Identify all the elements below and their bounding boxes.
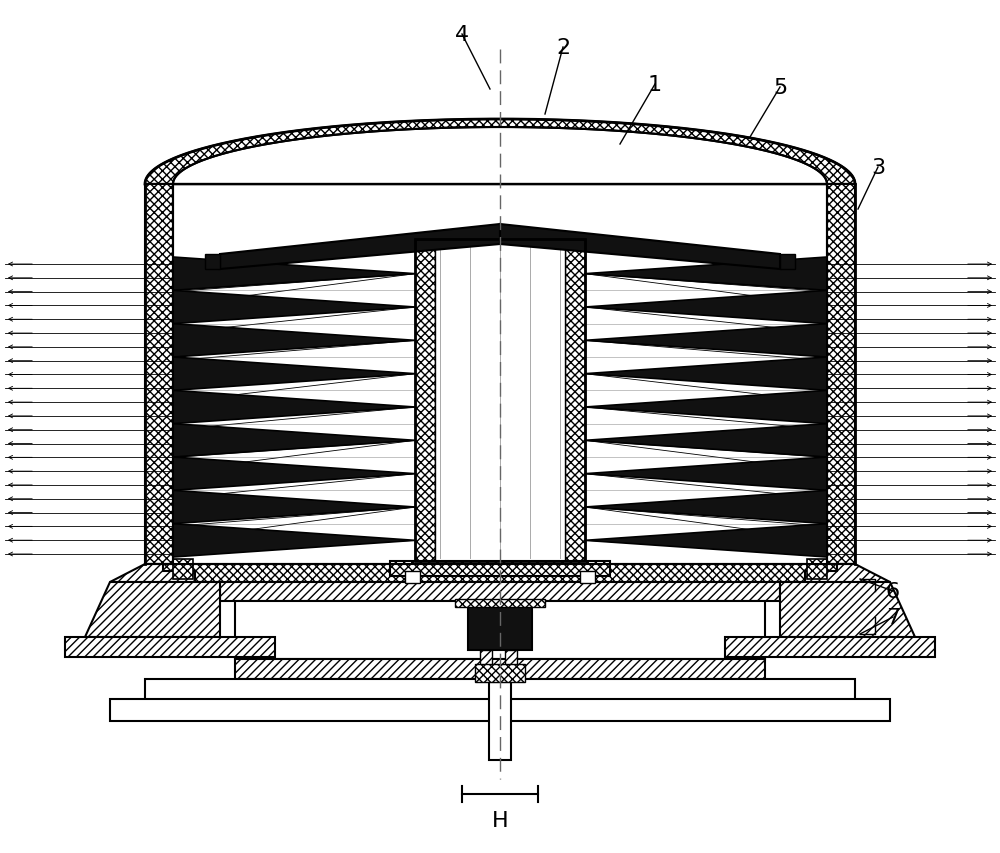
Polygon shape xyxy=(780,583,915,637)
Text: 2: 2 xyxy=(556,38,570,58)
Bar xyxy=(827,185,855,565)
Polygon shape xyxy=(500,224,780,270)
Bar xyxy=(145,565,855,583)
Text: H: H xyxy=(492,810,508,830)
Polygon shape xyxy=(585,524,827,557)
Polygon shape xyxy=(110,565,195,583)
Bar xyxy=(565,240,585,561)
Polygon shape xyxy=(585,490,827,524)
Bar xyxy=(235,659,765,679)
Bar xyxy=(415,240,585,561)
Bar xyxy=(390,561,610,577)
Polygon shape xyxy=(173,457,415,490)
Bar xyxy=(220,579,780,601)
Bar xyxy=(807,560,827,579)
Polygon shape xyxy=(220,224,500,270)
Polygon shape xyxy=(173,424,415,457)
Text: 4: 4 xyxy=(455,25,469,45)
Polygon shape xyxy=(145,120,855,185)
Polygon shape xyxy=(173,291,415,324)
Polygon shape xyxy=(173,391,415,424)
Bar xyxy=(475,664,525,682)
Text: 3: 3 xyxy=(871,158,885,177)
Polygon shape xyxy=(585,391,827,424)
Bar xyxy=(489,682,511,760)
Polygon shape xyxy=(585,424,827,457)
Polygon shape xyxy=(85,583,220,637)
Bar xyxy=(145,679,855,701)
Polygon shape xyxy=(585,324,827,357)
Bar xyxy=(65,637,275,657)
Bar xyxy=(110,699,890,721)
Bar xyxy=(725,637,935,657)
Bar xyxy=(435,240,565,561)
Text: 5: 5 xyxy=(773,78,787,98)
Bar xyxy=(235,601,765,659)
Bar xyxy=(405,572,420,583)
Bar xyxy=(415,240,435,561)
Bar xyxy=(468,606,532,650)
Polygon shape xyxy=(173,258,415,291)
Polygon shape xyxy=(173,324,415,357)
Polygon shape xyxy=(585,258,827,291)
Polygon shape xyxy=(173,490,415,524)
Bar xyxy=(455,600,545,607)
Text: 6: 6 xyxy=(886,581,900,601)
Polygon shape xyxy=(585,291,827,324)
Text: 1: 1 xyxy=(648,75,662,95)
Polygon shape xyxy=(173,357,415,391)
Polygon shape xyxy=(585,457,827,490)
Text: 7: 7 xyxy=(886,607,900,627)
Bar xyxy=(173,560,193,579)
Bar xyxy=(480,650,492,668)
Polygon shape xyxy=(173,524,415,557)
Bar xyxy=(505,650,517,668)
Bar xyxy=(145,185,173,565)
Bar xyxy=(580,572,595,583)
Bar xyxy=(780,255,795,270)
Polygon shape xyxy=(173,128,827,565)
Polygon shape xyxy=(585,357,827,391)
Bar xyxy=(205,255,220,270)
Polygon shape xyxy=(805,565,890,583)
